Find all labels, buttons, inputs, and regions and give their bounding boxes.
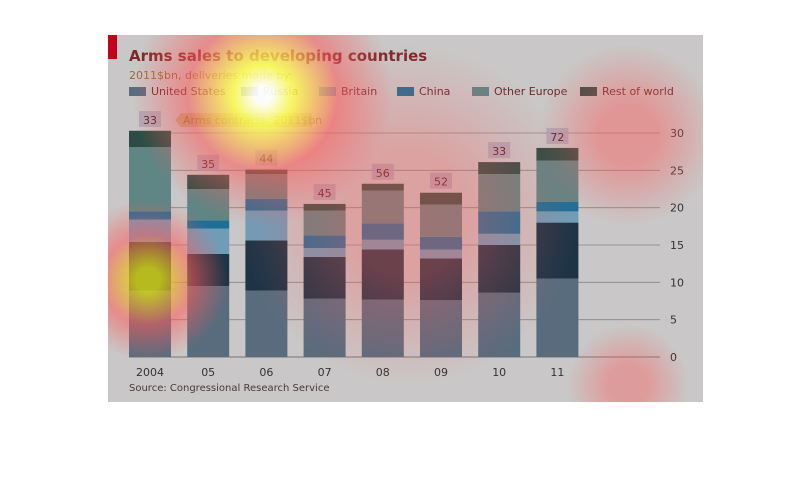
x-tick-label: 10 — [492, 366, 506, 379]
source-note: Source: Congressional Research Service — [129, 383, 330, 394]
bar-segment — [536, 222, 579, 279]
bar-segment — [129, 219, 171, 243]
y-tick-label: 30 — [670, 127, 684, 140]
bar-segment — [361, 239, 404, 250]
bar-segment — [129, 211, 171, 220]
bar-segment — [187, 174, 230, 189]
bar-segment — [536, 147, 579, 161]
bar-segment — [187, 253, 230, 287]
x-tick-label: 07 — [318, 366, 332, 379]
x-tick-label: 08 — [376, 366, 390, 379]
x-tick-label: 2004 — [136, 366, 164, 379]
bar-segment — [245, 240, 288, 291]
bar-segment — [478, 174, 521, 212]
bar-segment — [129, 290, 171, 357]
bar-segment — [420, 258, 462, 301]
bar-segment — [129, 242, 171, 291]
y-tick-label: 5 — [670, 314, 677, 327]
annotation-value: 35 — [201, 158, 215, 171]
y-tick-label: 10 — [670, 276, 684, 289]
bar-segment — [303, 247, 346, 257]
bar-segment — [361, 183, 404, 191]
bar-segment — [187, 189, 230, 221]
bar-segment — [245, 210, 288, 241]
bar-segment — [245, 290, 288, 357]
bar-segment — [303, 203, 346, 211]
annotation-value: 33 — [143, 114, 157, 127]
y-tick-label: 15 — [670, 239, 684, 252]
bar-segment — [478, 162, 521, 175]
bar-segment — [420, 236, 462, 250]
bar-segment — [245, 169, 288, 175]
bar-segment — [361, 190, 404, 224]
annotation-caption: Arms contracts, 2011$bn — [183, 114, 322, 127]
bar-segment — [536, 211, 579, 223]
bar-segment — [245, 174, 288, 199]
bar-segment — [420, 204, 462, 237]
x-tick-label: 05 — [201, 366, 215, 379]
bar-segment — [303, 235, 346, 248]
x-tick-label: 11 — [550, 366, 564, 379]
bar-segment — [303, 256, 346, 299]
annotation-value: 56 — [376, 167, 390, 180]
bar-segment — [536, 278, 579, 357]
bar-segment — [361, 249, 404, 300]
bar-segment — [129, 147, 171, 212]
bar-segment — [361, 223, 404, 240]
annotation-value: 33 — [492, 145, 506, 158]
bar-segment — [361, 299, 404, 357]
annotation-value: 44 — [259, 153, 273, 166]
annotation-value: 72 — [550, 131, 564, 144]
bar-segment — [187, 220, 230, 229]
bar-segment — [303, 298, 346, 357]
bar-segment — [245, 198, 288, 211]
y-tick-label: 25 — [670, 164, 684, 177]
bar-segment — [536, 160, 579, 202]
bar-segment — [420, 192, 462, 205]
annotation-value: 52 — [434, 176, 448, 189]
bar-segment — [420, 249, 462, 259]
bar-segment — [303, 210, 346, 236]
x-tick-label: 06 — [259, 366, 273, 379]
bar-segment — [420, 300, 462, 357]
bar-segment — [478, 211, 521, 234]
y-tick-label: 20 — [670, 202, 684, 215]
annotation-value: 45 — [318, 187, 332, 200]
bar-segment — [478, 245, 521, 293]
bar-segment — [187, 228, 230, 254]
bar-segment — [478, 292, 521, 357]
bar-segment — [536, 201, 579, 212]
bar-segment — [129, 130, 171, 148]
x-tick-label: 09 — [434, 366, 448, 379]
bar-segment — [187, 286, 230, 357]
y-tick-label: 0 — [670, 351, 677, 364]
bar-segment — [478, 233, 521, 245]
